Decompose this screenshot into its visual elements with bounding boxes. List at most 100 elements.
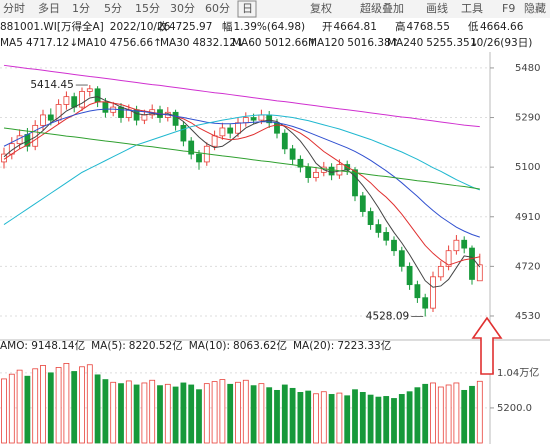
candle-body: [328, 166, 335, 176]
toolbar-item[interactable]: 多日: [38, 1, 60, 15]
candle-body: [102, 101, 109, 113]
volume-bar: [196, 389, 202, 444]
volume-bar: [133, 384, 140, 444]
candle-body: [47, 114, 54, 121]
candle-body: [469, 247, 475, 280]
volume-bar: [422, 383, 429, 444]
ma-line: [3, 127, 480, 190]
volume-legend-name: MA(10):: [189, 340, 230, 352]
range-label: 10/26(93日): [470, 37, 532, 49]
volume-bar: [289, 387, 296, 444]
toolbar-item[interactable]: 15分: [135, 2, 160, 15]
header-label: 收: [157, 20, 168, 33]
volume-bar: [86, 364, 93, 444]
candle-body: [476, 264, 483, 282]
candle-body: [227, 127, 234, 134]
toolbar-item[interactable]: 日: [242, 2, 253, 15]
toolbar-item[interactable]: F9: [502, 2, 515, 15]
arrow-annotation: [471, 316, 503, 375]
min-label: 4528.09: [366, 310, 409, 322]
candle-body: [219, 127, 226, 137]
candle-body: [453, 239, 460, 252]
candle-body: [118, 106, 124, 118]
volume-bar: [414, 387, 421, 444]
volume-bar: [63, 362, 70, 444]
volume-bar: [227, 383, 234, 444]
candle-body: [86, 88, 93, 92]
legend-name: MA60: [232, 37, 262, 49]
max-label: 5414.45: [30, 79, 73, 91]
candle-body: [406, 265, 413, 286]
ma-line: [3, 101, 480, 266]
legend-name: MA30: [160, 37, 190, 49]
volume-bar: [102, 379, 109, 444]
legend-name: MA10: [77, 37, 107, 49]
volume-legend-value: 8220.52亿: [129, 339, 183, 352]
header-value: 1.39%(64.98): [234, 21, 306, 33]
header-label: 幅: [222, 20, 233, 33]
candle-body: [336, 164, 343, 176]
header-value: 4664.66: [480, 21, 524, 33]
volume-bar: [352, 389, 358, 444]
toolbar-item[interactable]: 工具: [461, 2, 483, 15]
candle-body: [32, 124, 39, 147]
header-value: 4725.97: [169, 21, 212, 33]
toolbar-item[interactable]: 画线: [426, 1, 448, 15]
toolbar-item[interactable]: 30分: [170, 2, 195, 15]
candle-body: [313, 171, 319, 178]
volume-bar: [383, 396, 390, 444]
toolbar-item[interactable]: 1分: [72, 2, 90, 15]
volume-bar: [375, 396, 382, 444]
candle-body: [289, 148, 296, 160]
selected-period-box: [237, 0, 257, 18]
volume-bar: [16, 369, 23, 444]
header-value: 4664.81: [334, 21, 377, 33]
volume-bar: [344, 395, 351, 444]
candle-body: [422, 297, 429, 309]
candle-body: [398, 250, 405, 267]
candle-body: [242, 117, 249, 124]
y-tick-label: 5200.0: [497, 403, 532, 414]
volume-bar: [125, 380, 132, 444]
volume-bar: [211, 381, 218, 444]
y-tick-label: 5480: [515, 63, 540, 74]
legend-value: 5016.38↑: [347, 37, 399, 49]
volume-bar: [172, 386, 179, 444]
volume-bar: [24, 375, 31, 444]
toolbar-item[interactable]: 分时: [3, 2, 25, 15]
volume-bar: [461, 389, 468, 444]
candle-body: [172, 111, 179, 126]
volume-bar: [8, 373, 15, 444]
candle-body: [391, 239, 397, 252]
toolbar-item[interactable]: 5分: [104, 2, 122, 15]
legend-name: MA5: [0, 37, 23, 49]
toolbar-item[interactable]: 60分: [205, 2, 230, 15]
candle-body: [461, 239, 468, 249]
volume-bar: [149, 379, 156, 444]
ma-line: [3, 114, 480, 226]
volume-bar: [180, 382, 187, 444]
toolbar-item[interactable]: 复权: [310, 1, 332, 15]
volume-bar: [445, 384, 452, 444]
ma-line: [3, 108, 480, 238]
candle-body: [414, 284, 421, 299]
volume-bar: [118, 383, 124, 444]
volume-legend-name: MA(5):: [91, 340, 126, 352]
ma-line: [3, 96, 481, 288]
volume-bar: [258, 383, 265, 444]
candle-body: [180, 124, 187, 142]
volume-bar: [71, 371, 78, 444]
toolbar-item[interactable]: 超级叠加: [360, 1, 404, 15]
volume-title: AMO: 9148.14亿: [0, 339, 85, 352]
volume-bar: [453, 382, 460, 444]
ma-line: [3, 64, 480, 128]
y-tick-label: 4530: [515, 311, 540, 322]
legend-value: 4717.12↓: [26, 37, 78, 49]
header-label: 881001.WI[万得全A]: [0, 20, 104, 33]
volume-bar: [242, 379, 249, 444]
volume-bar: [219, 379, 226, 444]
volume-bar: [40, 365, 46, 444]
toolbar-item[interactable]: 隐藏: [524, 2, 546, 15]
candle-body: [437, 265, 444, 278]
volume-bar: [469, 385, 475, 444]
